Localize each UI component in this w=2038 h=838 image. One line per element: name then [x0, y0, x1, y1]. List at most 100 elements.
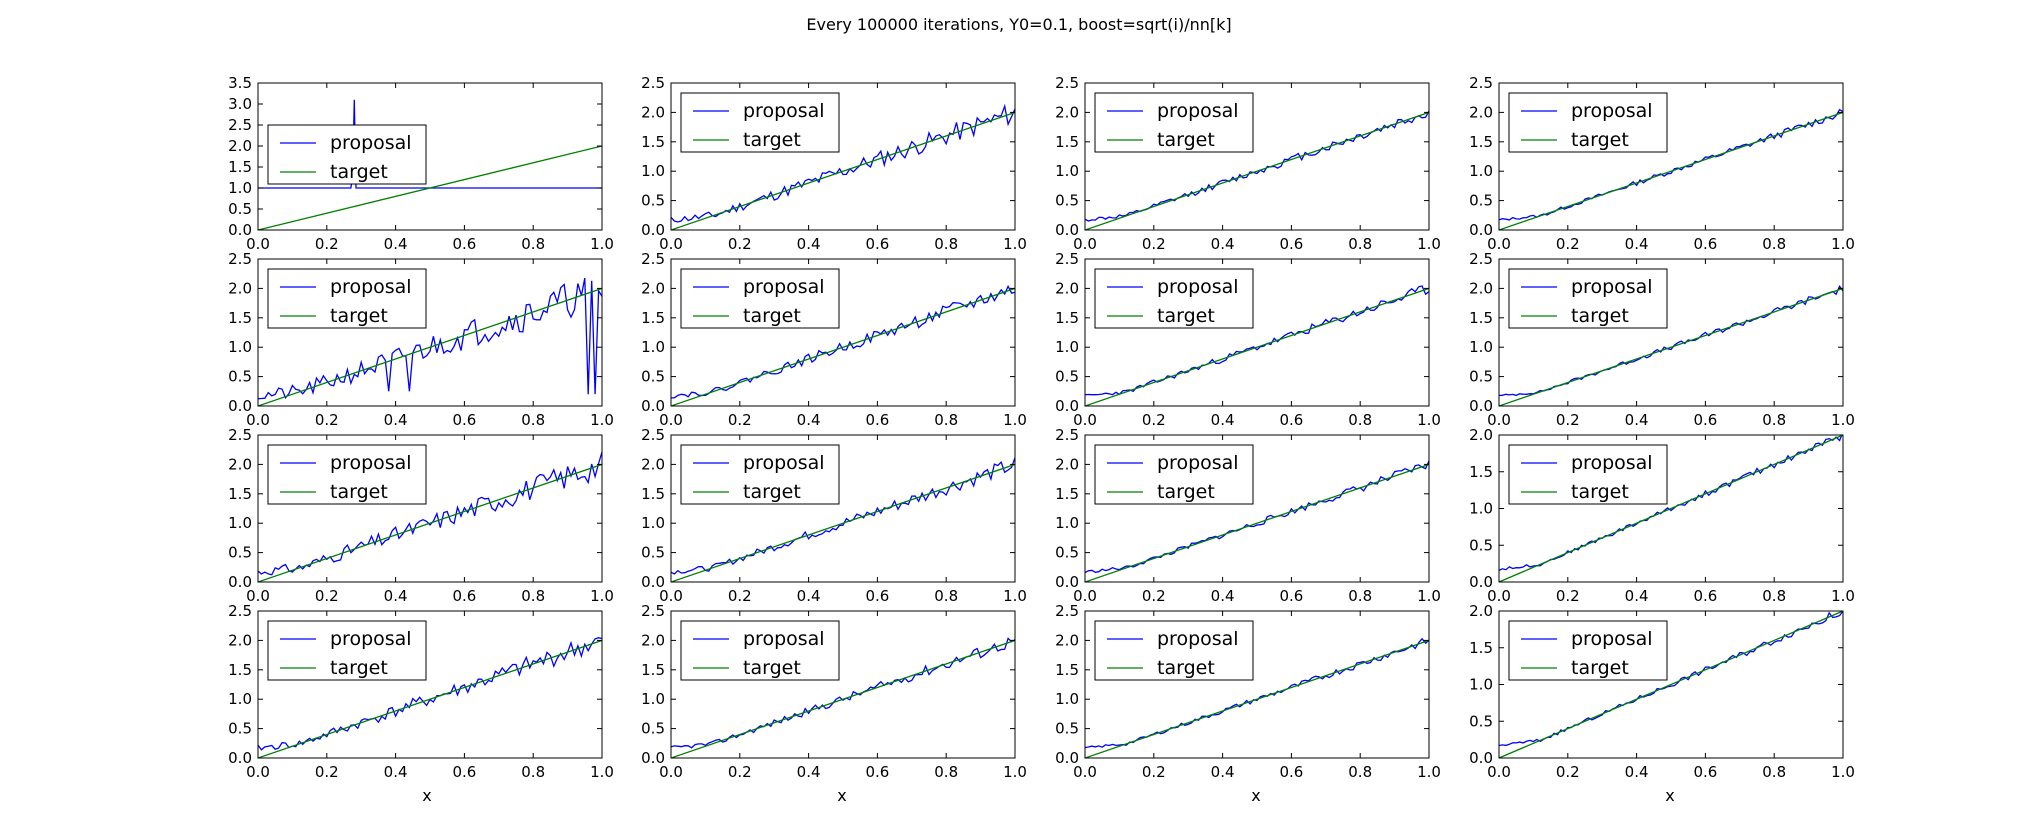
- axes-frame: [670, 258, 1016, 407]
- axes-frame: [1084, 434, 1430, 583]
- x-tick-label: 0.0: [1073, 763, 1097, 781]
- x-tick-label: 0.0: [1073, 411, 1097, 429]
- y-tick-label: 0.0: [641, 573, 665, 591]
- y-tick-label: 2.0: [1469, 279, 1493, 297]
- x-tick-label: 0.4: [797, 587, 821, 605]
- plot-area: [1085, 460, 1429, 582]
- legend-label-target: target: [1157, 129, 1215, 151]
- x-tick-label: 1.0: [1831, 235, 1855, 253]
- y-tick-label: 1.5: [1055, 309, 1079, 327]
- subplot-r3-c0: 0.0 0.2 0.4 0.6 0.8 1.0 0.0 0.5 1.0 1.5 2.0 2.5 prop…: [228, 602, 614, 781]
- x-tick-label: 0.4: [384, 235, 408, 253]
- x-tick-label: 0.2: [728, 235, 752, 253]
- legend: proposal target: [1094, 620, 1254, 681]
- legend: proposal target: [1508, 268, 1668, 329]
- y-tick-label: 1.5: [641, 485, 665, 503]
- y-tick-label: 2.5: [1469, 74, 1493, 92]
- y-tick-label: 2.0: [1055, 279, 1079, 297]
- x-tick-label: 0.2: [1556, 235, 1580, 253]
- y-tick-label: 0.5: [641, 368, 665, 386]
- x-tick-label: 0.0: [246, 587, 270, 605]
- y-tick-label: 2.0: [228, 279, 252, 297]
- y-tick-label: 1.0: [1055, 338, 1079, 356]
- legend-label-proposal: proposal: [743, 452, 825, 474]
- y-tick-label: 2.0: [641, 103, 665, 121]
- y-tick-label: 2.0: [228, 137, 252, 155]
- x-tick-label: 0.6: [1279, 587, 1303, 605]
- legend-label-target: target: [330, 305, 388, 327]
- plot-area: [258, 277, 602, 406]
- plot-area: [1085, 637, 1429, 758]
- y-tick-label: 1.5: [1055, 485, 1079, 503]
- y-tick-label: 0.0: [1469, 749, 1493, 767]
- x-tick-label: 0.6: [452, 763, 476, 781]
- y-tick-label: 0.5: [641, 192, 665, 210]
- y-tick-label: 0.0: [641, 749, 665, 767]
- axes-frame: [1084, 610, 1430, 759]
- legend-box: [1094, 92, 1254, 153]
- series-line-proposal: [258, 277, 602, 400]
- y-tick-label: 1.5: [1469, 639, 1493, 657]
- legend: proposal target: [680, 92, 840, 153]
- subplot-r0-c2: 0.0 0.2 0.4 0.6 0.8 1.0 0.0 0.5 1.0 1.5 2.0 2.5 prop…: [1055, 74, 1441, 253]
- series-line-proposal: [1085, 637, 1429, 749]
- x-tick-label: 0.0: [246, 763, 270, 781]
- x-tick-label: 0.0: [659, 411, 683, 429]
- legend-label-proposal: proposal: [1157, 276, 1239, 298]
- subplot-r3-c3: 0.0 0.2 0.4 0.6 0.8 1.0 0.0 0.5 1.0 1.5 2.0 proposa…: [1469, 602, 1855, 781]
- legend: proposal target: [267, 620, 427, 681]
- legend-label-proposal: proposal: [1571, 276, 1653, 298]
- x-tick-label: 0.6: [1279, 763, 1303, 781]
- y-tick-label: 0.5: [1055, 720, 1079, 738]
- x-tick-label: 0.4: [1211, 587, 1235, 605]
- series-line-proposal: [1085, 460, 1429, 574]
- axes-frame: [257, 610, 603, 759]
- y-tick-label: 2.5: [228, 602, 252, 620]
- plot-area: [258, 451, 602, 582]
- x-tick-label: 0.6: [1693, 587, 1717, 605]
- legend-box: [1094, 444, 1254, 505]
- figure-title: Every 100000 iterations, Y0=0.1, boost=s…: [806, 15, 1231, 34]
- x-tick-label: 0.4: [1625, 763, 1649, 781]
- legend-label-proposal: proposal: [1571, 100, 1653, 122]
- y-tick-label: 2.0: [1469, 426, 1493, 444]
- plot-area: [1085, 110, 1429, 230]
- x-tick-label: 0.2: [1142, 411, 1166, 429]
- x-tick-label: 0.2: [1556, 411, 1580, 429]
- series-line-target: [1085, 287, 1429, 406]
- legend: proposal target: [267, 124, 427, 185]
- x-tick-label: 0.4: [384, 411, 408, 429]
- x-tick-label: 0.4: [1211, 763, 1235, 781]
- x-tick-label: 0.6: [1693, 235, 1717, 253]
- x-tick-label: 0.6: [1693, 411, 1717, 429]
- x-tick-label: 1.0: [1003, 587, 1027, 605]
- y-tick-label: 1.5: [641, 661, 665, 679]
- x-tick-label: 0.8: [521, 235, 545, 253]
- x-tick-label: 0.8: [1762, 411, 1786, 429]
- y-tick-label: 2.5: [228, 426, 252, 444]
- plot-area: [258, 637, 602, 758]
- x-tick-label: 0.6: [865, 587, 889, 605]
- series-line-target: [1085, 111, 1429, 230]
- legend-label-proposal: proposal: [743, 100, 825, 122]
- x-tick-label: 0.0: [1073, 235, 1097, 253]
- x-tick-label: 0.8: [934, 587, 958, 605]
- series-line-target: [671, 463, 1015, 582]
- x-tick-label: 0.2: [728, 763, 752, 781]
- legend-label-proposal: proposal: [1571, 628, 1653, 650]
- legend: proposal target: [1508, 92, 1668, 153]
- x-tick-label: 0.4: [1211, 235, 1235, 253]
- x-tick-label: 0.8: [1762, 235, 1786, 253]
- y-tick-label: 2.0: [641, 455, 665, 473]
- y-tick-label: 2.5: [228, 116, 252, 134]
- series-line-target: [1499, 435, 1843, 582]
- series-line-target: [671, 111, 1015, 230]
- x-tick-label: 0.8: [1348, 235, 1372, 253]
- series-line-proposal: [671, 284, 1015, 399]
- x-tick-label: 1.0: [1417, 411, 1441, 429]
- legend: proposal target: [1094, 92, 1254, 153]
- series-line-target: [258, 145, 602, 230]
- legend-label-proposal: proposal: [330, 276, 412, 298]
- legend-box: [680, 444, 840, 505]
- legend: proposal target: [1508, 444, 1668, 505]
